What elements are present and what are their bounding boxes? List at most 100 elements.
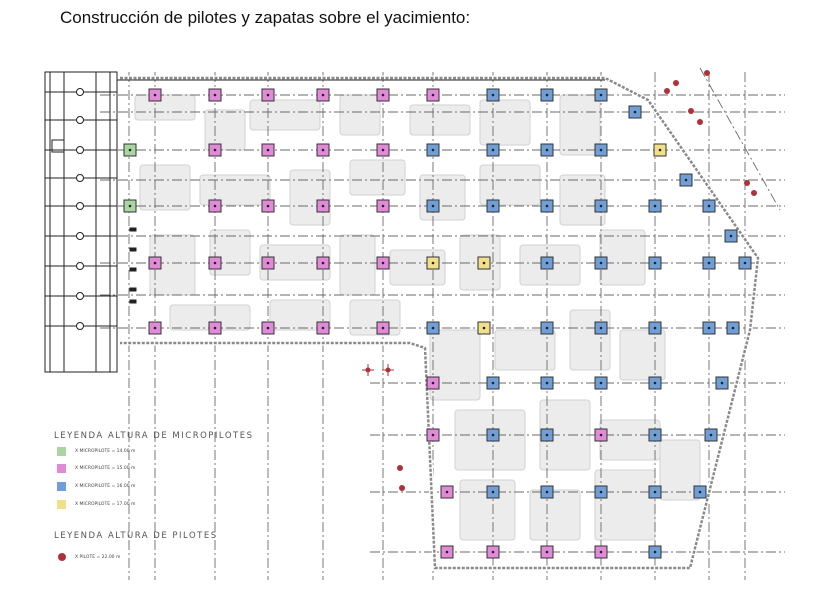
existing-column [76, 232, 84, 240]
micropile-center [381, 204, 385, 208]
micropile-center [653, 490, 657, 494]
micropile-center [720, 381, 724, 385]
micropile-center [213, 261, 217, 265]
micropile-center [653, 261, 657, 265]
micropile-center [707, 326, 711, 330]
micropile-center [153, 261, 157, 265]
micropile-center [599, 381, 603, 385]
ruin-fragment [479, 164, 541, 206]
micropile-17m-swatch [57, 500, 66, 509]
existing-building-outline [44, 71, 118, 373]
existing-column [76, 292, 84, 300]
ruin-fragment [259, 244, 331, 281]
micropile-center [653, 326, 657, 330]
existing-column [76, 174, 84, 182]
existing-column [76, 146, 84, 154]
micropile-center [653, 433, 657, 437]
pile-markers [123, 70, 757, 559]
page-title: Construcción de pilotes y zapatas sobre … [60, 8, 471, 27]
micropile-center [445, 550, 449, 554]
micropile-center [128, 204, 132, 208]
micropile-center [321, 326, 325, 330]
micropile-center [684, 178, 688, 182]
micropile-center [213, 148, 217, 152]
site-boundary [120, 75, 761, 571]
micropile-16m-swatch [57, 482, 66, 491]
ruin-fragment [409, 104, 471, 136]
micropile-center [709, 433, 713, 437]
micropile-center [545, 148, 549, 152]
micropile-center [482, 326, 486, 330]
existing-column [76, 202, 84, 210]
micropile-center [491, 93, 495, 97]
micropile-center [491, 381, 495, 385]
micropile-center [658, 148, 662, 152]
micropile-center [707, 204, 711, 208]
micropile-center [491, 550, 495, 554]
ruin-fragment [269, 299, 331, 331]
ruin-fragment [569, 309, 611, 371]
micropile-center [153, 93, 157, 97]
micropile-legend-title: LEYENDA ALTURA DE MICROPILOTES [54, 431, 254, 441]
micropile-center [431, 326, 435, 330]
pile-22m-dot [58, 553, 66, 561]
pile-22m-marker [751, 190, 757, 196]
existing-anchor [129, 227, 137, 232]
ruin-fragment [429, 329, 481, 401]
pile-22m-label: X PILOTE = 22.00 m [75, 555, 121, 560]
grid-axis-diagonal [699, 67, 781, 211]
micropile-center [381, 148, 385, 152]
micropile-14m-label: X MICROPILOTE = 14.00 m [75, 449, 136, 454]
ruin-fragment [619, 329, 666, 381]
micropile-center [545, 204, 549, 208]
micropile-center [545, 433, 549, 437]
existing-anchor [129, 287, 137, 292]
ruin-fragment [594, 469, 656, 541]
micropile-center [431, 381, 435, 385]
existing-anchor [129, 247, 137, 252]
micropile-center [431, 261, 435, 265]
ruin-fragment [289, 169, 331, 226]
ruin-fragment [459, 479, 516, 541]
ruin-fragment [349, 159, 406, 196]
existing-column [76, 116, 84, 124]
micropile-center [599, 261, 603, 265]
pile-22m-marker [399, 485, 405, 491]
micropile-center [545, 93, 549, 97]
micropile-center [321, 148, 325, 152]
micropile-center [266, 261, 270, 265]
micropile-center [431, 148, 435, 152]
micropile-16m-label: X MICROPILOTE = 16.00 m [75, 484, 136, 489]
ruin-fragment [339, 234, 376, 296]
micropile-center [731, 326, 735, 330]
micropile-center [491, 433, 495, 437]
micropile-center [599, 326, 603, 330]
pile-22m-marker [697, 119, 703, 125]
micropile-center [698, 490, 702, 494]
micropile-center [653, 204, 657, 208]
pile-legend-title: LEYENDA ALTURA DE PILOTES [54, 531, 218, 541]
ruin-fragment [559, 94, 601, 156]
ruin-fragment [199, 174, 271, 206]
pile-22m-marker [397, 465, 403, 471]
micropile-center [743, 261, 747, 265]
micropile-center [153, 326, 157, 330]
existing-column [76, 262, 84, 270]
ruin-fragment [134, 94, 196, 121]
micropile-center [445, 490, 449, 494]
micropile-center [491, 204, 495, 208]
micropile-center [491, 490, 495, 494]
micropile-17m-label: X MICROPILOTE = 17.00 m [75, 502, 136, 507]
micropile-center [321, 261, 325, 265]
ruin-fragment [349, 299, 401, 336]
micropile-center [431, 433, 435, 437]
micropile-15m-label: X MICROPILOTE = 15.00 m [75, 466, 136, 471]
micropile-center [599, 490, 603, 494]
micropile-center [431, 204, 435, 208]
ruin-fragment [529, 489, 581, 541]
micropile-center [545, 381, 549, 385]
micropile-center [599, 550, 603, 554]
micropile-14m-swatch [57, 447, 66, 456]
micropile-center [545, 326, 549, 330]
micropile-center [545, 550, 549, 554]
